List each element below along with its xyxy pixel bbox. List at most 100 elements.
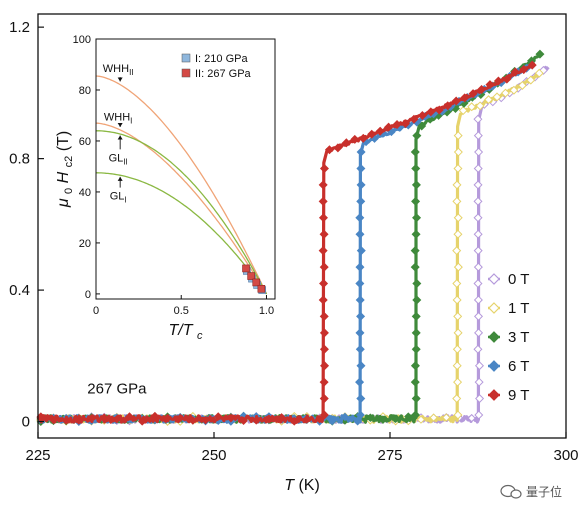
- data-point: [453, 147, 463, 157]
- data-point: [340, 412, 350, 422]
- data-point: [318, 196, 328, 206]
- inset-point-II: [247, 272, 255, 280]
- data-point: [453, 311, 463, 321]
- data-point: [473, 180, 483, 190]
- data-point: [252, 416, 261, 425]
- data-point: [319, 262, 329, 272]
- data-point: [452, 279, 462, 289]
- data-point: [453, 163, 463, 173]
- data-point: [484, 95, 494, 105]
- data-point: [473, 229, 483, 239]
- data-point: [239, 416, 248, 426]
- inset-y-h: H: [55, 171, 72, 183]
- data-point: [467, 413, 476, 423]
- data-point: [318, 180, 328, 190]
- data-point: [333, 143, 343, 153]
- data-point: [502, 74, 512, 84]
- data-point: [409, 114, 419, 124]
- data-point: [87, 414, 96, 423]
- data-point: [474, 377, 484, 387]
- data-point: [452, 295, 462, 305]
- data-point: [319, 410, 329, 420]
- data-point: [412, 279, 422, 289]
- data-point: [320, 361, 330, 371]
- data-point: [411, 344, 421, 354]
- inset-y-mu-sub: 0: [63, 188, 75, 194]
- data-point: [473, 114, 483, 124]
- data-point: [319, 344, 329, 354]
- watermark: 量子位: [500, 484, 562, 499]
- legend-label: 6 T: [508, 358, 529, 375]
- data-point: [429, 413, 438, 422]
- data-point: [125, 412, 134, 421]
- data-point: [492, 92, 502, 102]
- data-point: [535, 49, 545, 59]
- legend-label: 9 T: [508, 387, 529, 404]
- data-point: [473, 196, 483, 206]
- data-point: [452, 196, 462, 206]
- data-point: [356, 311, 366, 321]
- inset-legend-item: I: 210 GPa: [181, 53, 248, 65]
- data-point: [452, 246, 462, 256]
- pressure-annotation: 267 GPa: [87, 381, 147, 398]
- data-point: [366, 413, 375, 422]
- data-point: [319, 279, 329, 289]
- inset-curves-group: [95, 75, 268, 295]
- x-tick-label: 300: [553, 447, 578, 464]
- data-point: [319, 394, 329, 404]
- data-point: [474, 361, 484, 371]
- data-point: [411, 328, 421, 338]
- data-point: [319, 377, 329, 387]
- data-point: [355, 410, 365, 420]
- x-tick-label: 275: [377, 447, 402, 464]
- data-point: [473, 246, 483, 256]
- data-point: [150, 411, 160, 421]
- inset-curve-whh-i: [95, 122, 268, 295]
- data-point: [404, 412, 413, 421]
- data-point: [485, 80, 495, 90]
- inset-x-axis-subscript: c: [197, 330, 203, 342]
- data-point: [319, 163, 329, 173]
- data-point: [356, 394, 366, 404]
- inset-y-tick-label: 40: [79, 187, 91, 199]
- x-tick-label: 250: [201, 447, 226, 464]
- inset-curve-gl-i: [96, 172, 268, 295]
- data-point: [356, 180, 366, 190]
- data-point: [355, 279, 365, 289]
- y-tick-label: 1.2: [9, 19, 30, 36]
- data-point: [112, 414, 122, 424]
- inset-plot: 0 0.5 1.0 0 20 40 60 80 100 WHHII WHHI GLII GLI I: …: [55, 34, 276, 342]
- inset-point-II: [242, 264, 250, 273]
- data-point: [355, 213, 365, 223]
- data-point: [453, 262, 463, 272]
- inset-point-II: [252, 278, 261, 287]
- data-point: [319, 328, 329, 338]
- inset-curve-whh-ii: [95, 75, 268, 295]
- x-axis-symbol: T: [284, 477, 295, 494]
- data-point: [453, 213, 463, 223]
- data-point: [392, 120, 402, 130]
- legend-label: 3 T: [508, 329, 529, 346]
- data-point: [290, 417, 299, 426]
- data-point: [417, 111, 427, 121]
- data-point: [318, 246, 328, 256]
- data-point: [315, 414, 324, 424]
- data-point: [412, 131, 422, 141]
- data-point: [453, 229, 463, 239]
- series-9-t: [36, 60, 537, 426]
- data-point: [353, 417, 362, 426]
- inset-y-h-sub: c2: [63, 156, 75, 168]
- inset-arrow-head: [117, 77, 123, 82]
- data-point: [453, 131, 463, 141]
- inset-y-mu: μ: [55, 198, 72, 208]
- inset-arrow-head: [117, 176, 123, 181]
- x-tick-label: 225: [25, 447, 50, 464]
- legend-marker: [488, 331, 500, 343]
- legend-marker: [488, 360, 500, 372]
- data-point: [391, 414, 400, 424]
- data-point: [328, 416, 337, 426]
- data-point: [500, 88, 510, 98]
- data-point: [358, 133, 368, 143]
- data-point: [426, 107, 436, 117]
- data-point: [493, 76, 503, 86]
